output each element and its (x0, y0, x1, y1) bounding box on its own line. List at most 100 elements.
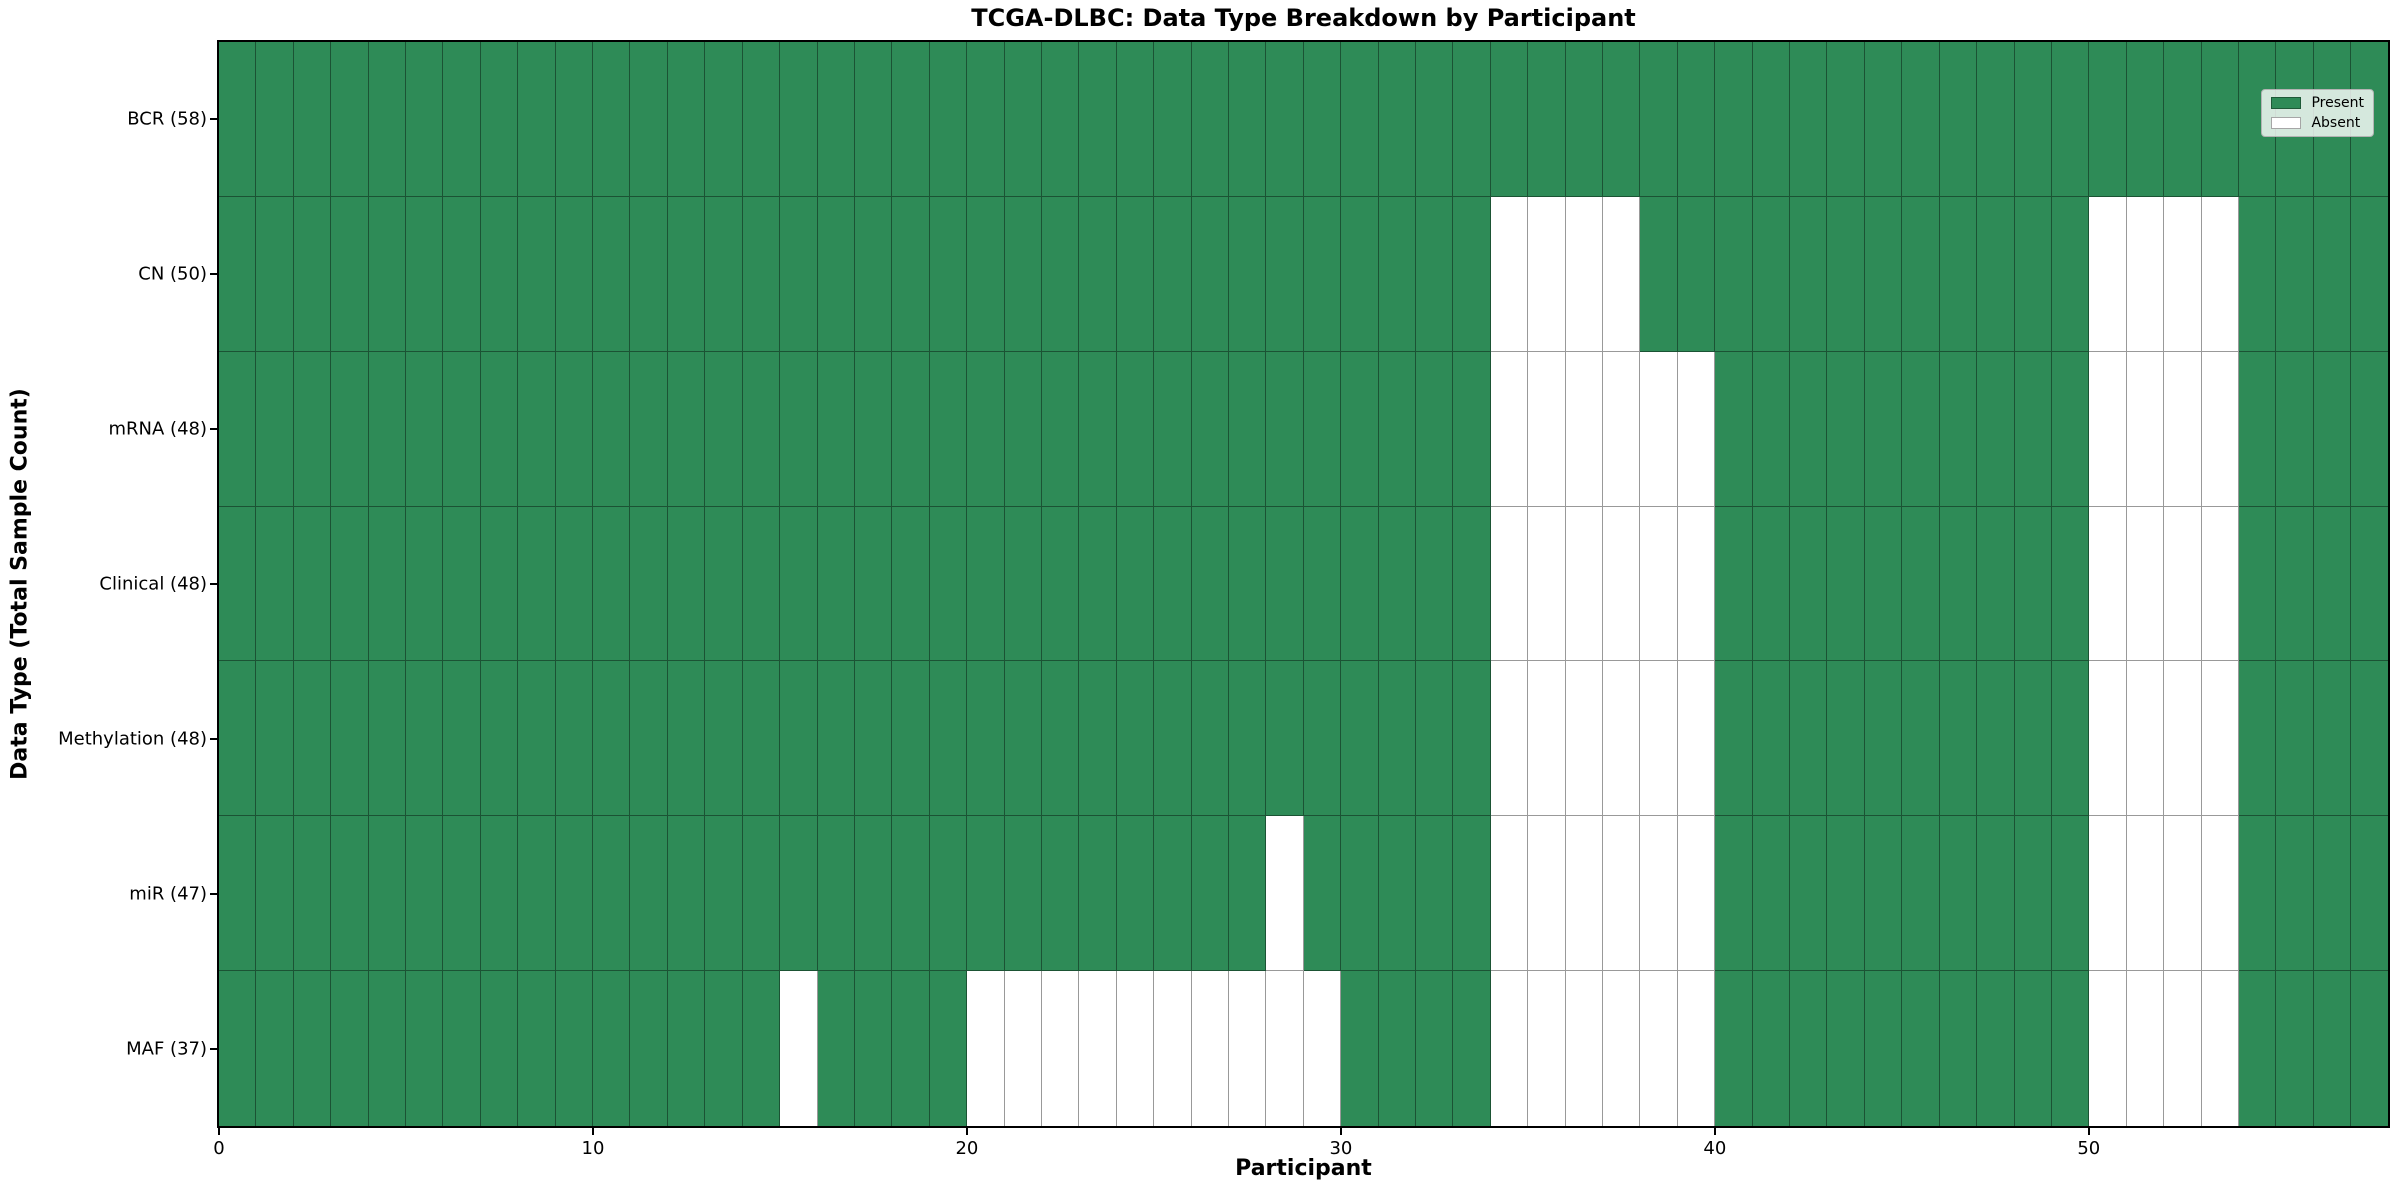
heatmap-cell-cn-22 (1041, 196, 1080, 352)
heatmap-cell-cn-52 (2164, 196, 2202, 352)
heatmap-cell-mir-18 (892, 816, 930, 972)
heatmap-cell-bcr-29 (1303, 42, 1342, 197)
heatmap-cell-cn-53 (2201, 196, 2239, 352)
heatmap-cell-maf-0 (219, 971, 257, 1127)
heatmap-cell-cn-33 (1453, 196, 1491, 352)
heatmap-cell-mrna-35 (1528, 351, 1566, 507)
heatmap-cell-methylation-13 (705, 661, 743, 817)
heatmap-cell-bcr-15 (780, 42, 818, 197)
x-tick-mark (965, 1126, 968, 1135)
heatmap-cell-mir-57 (2351, 816, 2388, 972)
y-tick-mark (210, 118, 219, 121)
heatmap-cell-bcr-46 (1939, 42, 1978, 197)
heatmap-cell-methylation-1 (256, 661, 294, 817)
heatmap-cell-mrna-43 (1827, 351, 1865, 507)
heatmap-cell-bcr-51 (2126, 42, 2165, 197)
heatmap-cell-bcr-30 (1341, 42, 1379, 197)
heatmap-cell-methylation-16 (817, 661, 855, 817)
heatmap-cell-maf-28 (1266, 971, 1304, 1127)
heatmap-cell-clinical-27 (1228, 506, 1267, 662)
heatmap-cell-clinical-21 (1004, 506, 1042, 662)
heatmap-cell-maf-13 (705, 971, 743, 1127)
heatmap-cell-bcr-48 (2014, 42, 2052, 197)
heatmap-cell-methylation-8 (518, 661, 556, 817)
heatmap-cell-methylation-26 (1191, 661, 1229, 817)
heatmap-cell-cn-31 (1378, 196, 1416, 352)
heatmap-cell-mrna-53 (2201, 351, 2239, 507)
heatmap-cell-clinical-52 (2164, 506, 2202, 662)
heatmap-cell-mir-52 (2164, 816, 2202, 972)
heatmap-cell-bcr-26 (1191, 42, 1229, 197)
heatmap-cell-mir-56 (2313, 816, 2352, 972)
absent-swatch-icon (2271, 117, 2302, 129)
heatmap-cell-methylation-56 (2313, 661, 2352, 817)
heatmap-cell-mir-24 (1116, 816, 1155, 972)
heatmap-cell-mir-48 (2014, 816, 2052, 972)
heatmap-cell-clinical-42 (1790, 506, 1828, 662)
heatmap-cell-cn-20 (967, 196, 1005, 352)
heatmap-cell-clinical-22 (1041, 506, 1080, 662)
heatmap-cell-mir-20 (967, 816, 1005, 972)
heatmap-cell-mrna-23 (1079, 351, 1117, 507)
heatmap-cell-maf-2 (293, 971, 332, 1127)
heatmap-cell-bcr-23 (1079, 42, 1117, 197)
heatmap-cell-clinical-30 (1341, 506, 1379, 662)
heatmap-cell-cn-46 (1939, 196, 1978, 352)
heatmap-cell-cn-51 (2126, 196, 2165, 352)
x-tick-mark (218, 1126, 220, 1135)
heatmap-cell-maf-52 (2164, 971, 2202, 1127)
heatmap-cell-bcr-20 (967, 42, 1005, 197)
heatmap-cell-mrna-32 (1416, 351, 1454, 507)
heatmap-cell-mrna-45 (1902, 351, 1940, 507)
heatmap-cell-maf-42 (1790, 971, 1828, 1127)
heatmap-cell-maf-57 (2351, 971, 2388, 1127)
heatmap-cell-mrna-15 (780, 351, 818, 507)
heatmap-cell-methylation-38 (1640, 661, 1678, 817)
heatmap-cell-cn-17 (854, 196, 893, 352)
heatmap-cell-maf-36 (1565, 971, 1604, 1127)
heatmap-cell-cn-34 (1490, 196, 1529, 352)
legend-entry-present: Present (2271, 96, 2364, 110)
heatmap-cell-maf-16 (817, 971, 855, 1127)
heatmap-cell-mrna-50 (2089, 351, 2127, 507)
heatmap-cell-mrna-4 (368, 351, 407, 507)
heatmap-cell-mrna-7 (480, 351, 519, 507)
heatmap-cell-bcr-44 (1864, 42, 1903, 197)
heatmap-cell-bcr-47 (1977, 42, 2015, 197)
heatmap-cell-bcr-53 (2201, 42, 2239, 197)
heatmap-cell-methylation-5 (406, 661, 444, 817)
heatmap-cell-methylation-50 (2089, 661, 2127, 817)
heatmap-cell-maf-37 (1603, 971, 1641, 1127)
heatmap-cell-clinical-41 (1752, 506, 1791, 662)
heatmap-cell-maf-14 (742, 971, 781, 1127)
heatmap-cell-cn-50 (2089, 196, 2127, 352)
heatmap-cell-cn-0 (219, 196, 257, 352)
heatmap-cell-methylation-21 (1004, 661, 1042, 817)
heatmap-cell-maf-4 (368, 971, 407, 1127)
heatmap-cell-bcr-11 (630, 42, 668, 197)
heatmap-cell-mrna-49 (2051, 351, 2090, 507)
heatmap-cell-clinical-10 (593, 506, 631, 662)
heatmap-cell-methylation-7 (480, 661, 519, 817)
heatmap-cell-mir-13 (705, 816, 743, 972)
heatmap-cell-bcr-0 (219, 42, 257, 197)
legend-label-present: Present (2311, 95, 2364, 111)
heatmap-cell-cn-43 (1827, 196, 1865, 352)
heatmap-row-clinical (219, 506, 2388, 662)
heatmap-cell-mir-1 (256, 816, 294, 972)
heatmap-cell-clinical-7 (480, 506, 519, 662)
heatmap-cell-bcr-39 (1677, 42, 1716, 197)
heatmap-cell-mrna-9 (555, 351, 594, 507)
heatmap-cell-methylation-33 (1453, 661, 1491, 817)
heatmap-cell-maf-39 (1677, 971, 1716, 1127)
heatmap-cell-maf-27 (1228, 971, 1267, 1127)
heatmap-cell-clinical-9 (555, 506, 594, 662)
heatmap-cell-mir-41 (1752, 816, 1791, 972)
heatmap-cell-maf-43 (1827, 971, 1865, 1127)
heatmap-cell-mir-43 (1827, 816, 1865, 972)
heatmap-cell-bcr-43 (1827, 42, 1865, 197)
heatmap-cell-cn-8 (518, 196, 556, 352)
heatmap-cell-mrna-0 (219, 351, 257, 507)
heatmap-cell-cn-13 (705, 196, 743, 352)
heatmap-cell-mrna-27 (1228, 351, 1267, 507)
